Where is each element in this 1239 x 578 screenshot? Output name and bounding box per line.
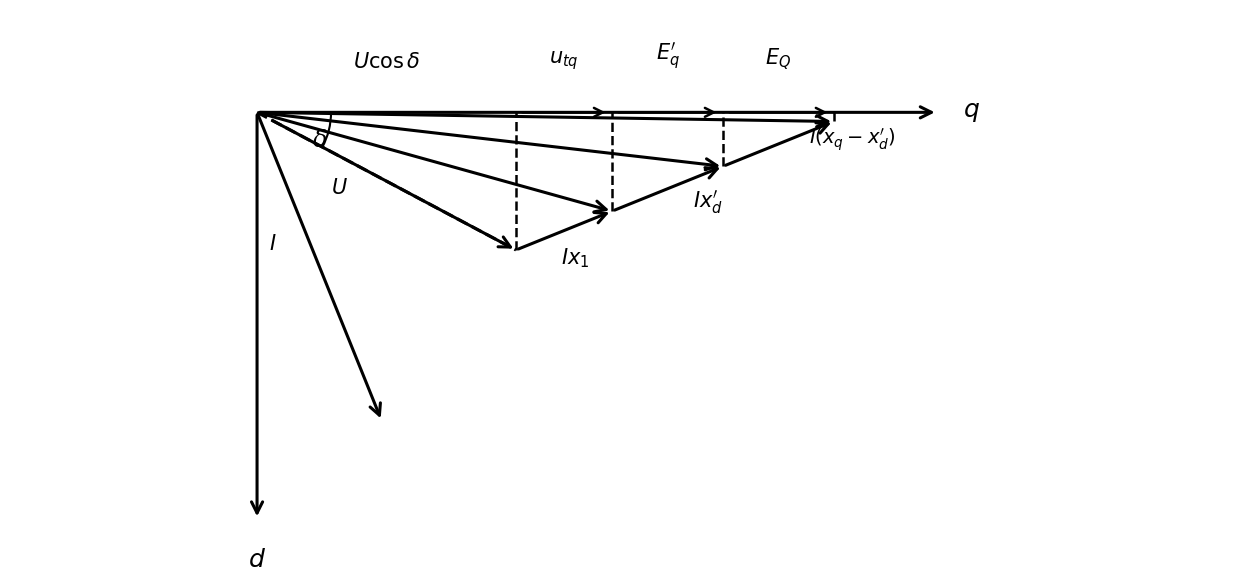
Text: $U\cos\delta$: $U\cos\delta$ <box>353 51 420 72</box>
Text: $u_{tq}$: $u_{tq}$ <box>549 49 579 72</box>
Text: $U$: $U$ <box>332 177 348 198</box>
Text: $Ix_1$: $Ix_1$ <box>561 247 590 271</box>
Text: $\delta$: $\delta$ <box>312 129 327 152</box>
Text: $d$: $d$ <box>248 549 266 572</box>
Text: $E_Q$: $E_Q$ <box>766 46 792 72</box>
Text: $E_q^{\prime}$: $E_q^{\prime}$ <box>655 40 679 72</box>
Text: $I$: $I$ <box>269 234 276 254</box>
Text: $Ix_d^{\prime}$: $Ix_d^{\prime}$ <box>694 188 724 216</box>
Text: $q$: $q$ <box>964 101 980 124</box>
Text: $I(x_q-x_d^{\prime})$: $I(x_q-x_d^{\prime})$ <box>809 127 896 153</box>
